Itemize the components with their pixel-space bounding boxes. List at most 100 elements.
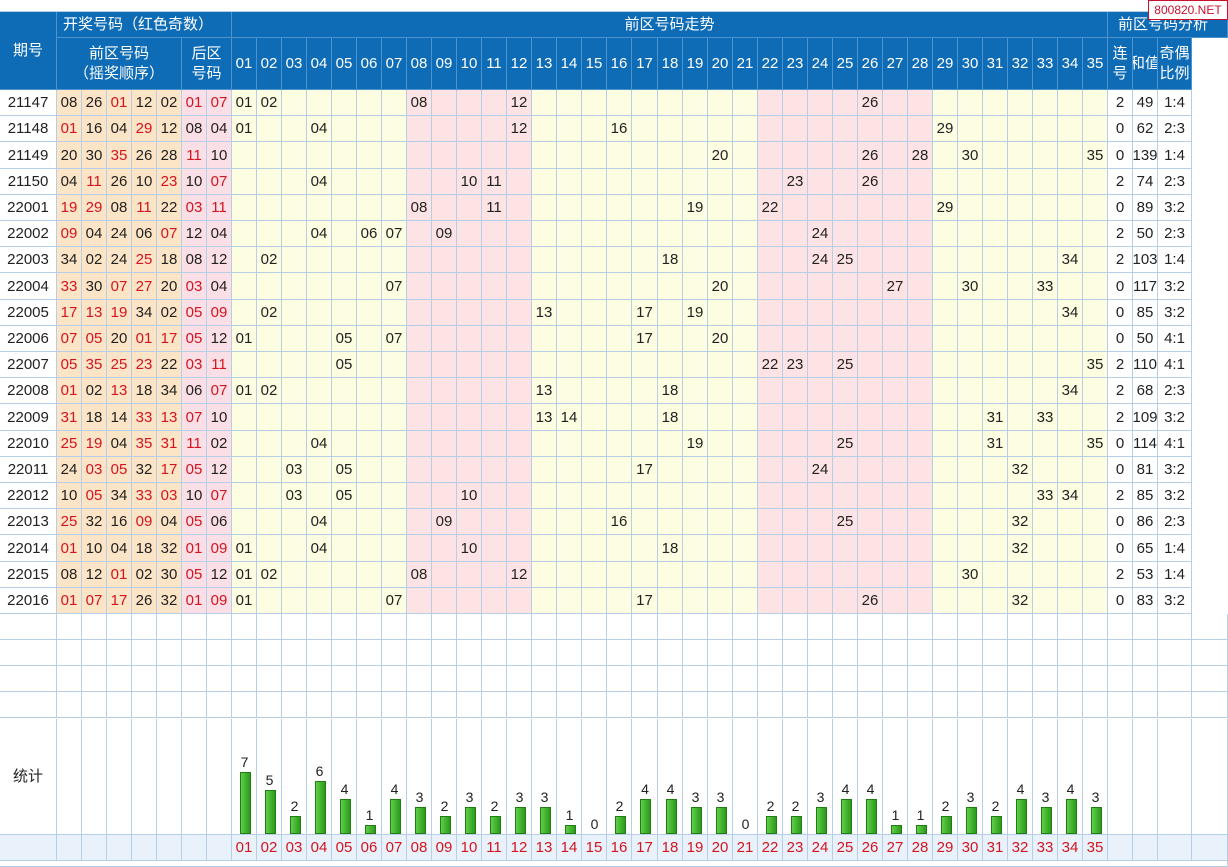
empty-cell <box>858 640 883 666</box>
empty-cell <box>1158 692 1192 718</box>
trend-cell <box>1083 221 1108 247</box>
footer-number: 11 <box>482 835 507 861</box>
trend-cell <box>232 169 257 195</box>
front-draw-number: 26 <box>132 142 157 169</box>
trend-hit: 02 <box>257 300 282 326</box>
trend-cell <box>532 326 557 352</box>
trend-cell <box>1058 535 1083 562</box>
trend-cell <box>1008 169 1033 195</box>
trend-cell <box>1008 142 1033 169</box>
issue-cell: 22012 <box>0 483 57 509</box>
stats-bar <box>640 799 651 834</box>
empty-cell <box>758 640 783 666</box>
trend-hit: 07 <box>382 326 407 352</box>
empty-cell <box>1058 640 1083 666</box>
back-draw-number: 11 <box>207 195 232 221</box>
trend-cell <box>457 404 482 431</box>
trend-hit: 04 <box>307 509 332 535</box>
trend-cell <box>658 300 683 326</box>
empty-cell <box>482 692 507 718</box>
front-draw-number: 14 <box>107 404 132 431</box>
trend-cell <box>332 247 357 273</box>
trend-cell <box>683 326 708 352</box>
front-draw-number: 13 <box>157 404 182 431</box>
trend-col-header: 15 <box>582 38 607 90</box>
issue-header: 期号 <box>0 12 57 90</box>
empty-cell <box>432 614 457 640</box>
trend-cell <box>357 352 382 378</box>
front-draw-number: 33 <box>132 483 157 509</box>
empty-cell <box>357 640 382 666</box>
trend-cell <box>482 404 507 431</box>
trend-cell <box>1058 588 1083 614</box>
trend-cell <box>332 221 357 247</box>
trend-cell <box>783 483 808 509</box>
stats-cell <box>607 719 632 835</box>
stats-cell <box>107 719 132 835</box>
back-draw-number: 07 <box>207 169 232 195</box>
footer-blank <box>1192 835 1228 861</box>
trend-col-header: 32 <box>1008 38 1033 90</box>
empty-cell <box>883 640 908 666</box>
trend-cell <box>507 352 532 378</box>
trend-cell <box>532 116 557 142</box>
trend-hit: 09 <box>432 509 457 535</box>
trend-cell <box>983 326 1008 352</box>
trend-cell <box>282 169 307 195</box>
empty-cell <box>182 692 207 718</box>
front-draw-number: 18 <box>132 378 157 404</box>
trend-cell <box>733 588 758 614</box>
empty-cell <box>833 640 858 666</box>
front-draw-header-line2: （摇奖顺序） <box>73 64 164 82</box>
stats-bar <box>966 807 977 834</box>
trend-cell <box>282 142 307 169</box>
trend-cell <box>382 457 407 483</box>
trend-cell <box>532 247 557 273</box>
front-draw-number: 05 <box>107 457 132 483</box>
trend-cell <box>582 90 607 116</box>
empty-cell <box>257 640 282 666</box>
empty-cell <box>557 640 582 666</box>
trend-cell <box>1083 535 1108 562</box>
trend-cell <box>958 378 983 404</box>
trend-cell <box>257 535 282 562</box>
trend-hit: 35 <box>1083 431 1108 457</box>
trend-cell <box>507 588 532 614</box>
trend-cell <box>983 195 1008 221</box>
empty-cell <box>232 666 257 692</box>
issue-cell: 22007 <box>0 352 57 378</box>
empty-cell <box>958 640 983 666</box>
trend-cell <box>758 431 783 457</box>
trend-hit: 04 <box>307 535 332 562</box>
footer-number: 02 <box>257 835 282 861</box>
trend-cell <box>357 247 382 273</box>
footer-number: 17 <box>632 835 658 861</box>
stats-cell <box>758 719 783 835</box>
front-draw-number: 33 <box>132 404 157 431</box>
empty-cell <box>833 666 858 692</box>
trend-hit: 08 <box>407 90 432 116</box>
trend-cell <box>1083 116 1108 142</box>
empty-cell <box>57 666 82 692</box>
trend-cell <box>708 588 733 614</box>
trend-cell <box>683 588 708 614</box>
front-draw-number: 07 <box>107 273 132 300</box>
trend-hit: 02 <box>257 247 282 273</box>
trend-cell <box>933 90 958 116</box>
trend-cell <box>683 535 708 562</box>
trend-cell <box>607 378 632 404</box>
consec-header-line1: 连 <box>1112 44 1128 62</box>
trend-cell <box>808 169 833 195</box>
footer-blank <box>57 835 82 861</box>
trend-cell <box>983 457 1008 483</box>
empty-cell <box>632 640 658 666</box>
trend-cell <box>482 457 507 483</box>
trend-cell <box>357 588 382 614</box>
empty-cell <box>733 692 758 718</box>
empty-cell <box>232 692 257 718</box>
stats-bar <box>791 816 802 834</box>
front-draw-number: 01 <box>57 378 82 404</box>
issue-cell: 22003 <box>0 247 57 273</box>
trend-hit: 26 <box>858 169 883 195</box>
trend-hit: 06 <box>357 221 382 247</box>
